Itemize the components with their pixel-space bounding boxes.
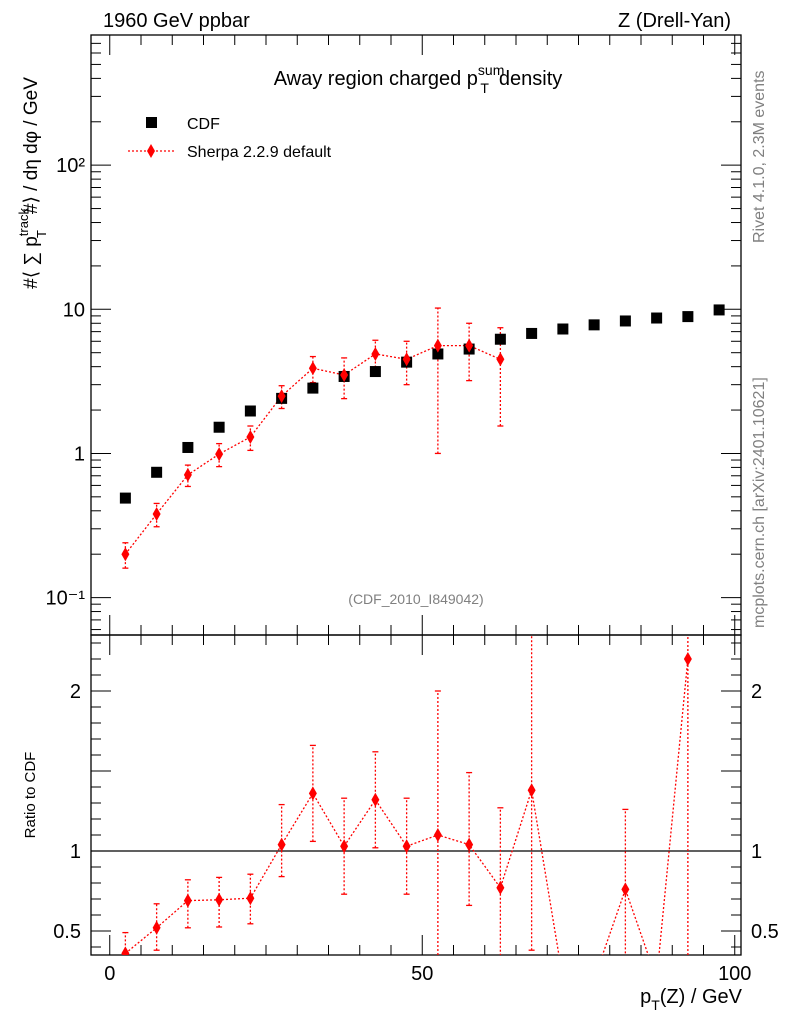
sherpa-point — [121, 547, 130, 562]
ratio-point — [465, 837, 474, 852]
main-y-tick-label: 1 — [74, 443, 85, 465]
ratio-point — [152, 920, 161, 935]
sherpa-point — [277, 389, 286, 404]
ratio-point — [527, 783, 536, 798]
reference-label: (CDF_2010_I849042) — [348, 591, 483, 607]
ratio-point — [402, 839, 411, 854]
x-tick-label: 0 — [104, 963, 115, 985]
sherpa-point — [308, 361, 317, 376]
process-label: Z (Drell-Yan) — [618, 10, 731, 32]
cdf-point — [713, 304, 725, 316]
ratio-point — [496, 880, 505, 895]
cdf-point — [682, 311, 694, 323]
sherpa-point — [402, 352, 411, 367]
ratio-y-tick-label: 0.5 — [53, 921, 81, 943]
cdf-point — [182, 441, 194, 453]
x-tick-label: 50 — [411, 963, 433, 985]
energy-label: 1960 GeV ppbar — [103, 10, 250, 32]
cdf-point — [213, 421, 225, 433]
ratio-point — [215, 892, 224, 907]
ratio-point — [621, 882, 630, 897]
main-y-axis-label: #⟨ ∑ ptrack T#⟩ / dη dφ / GeV — [16, 77, 49, 289]
ratio-point — [183, 893, 192, 908]
ratio-y-tick-label-right: 1 — [751, 841, 762, 863]
main-y-tick-label: 10 — [63, 299, 85, 321]
ratio-point — [308, 786, 317, 801]
sherpa-point — [496, 352, 505, 367]
cdf-point — [369, 366, 381, 378]
ratio-plot-frame — [90, 634, 742, 956]
legend-sherpa-label: Sherpa 2.2.9 default — [187, 144, 332, 161]
ratio-point — [121, 946, 130, 955]
main-y-tick-label: 10² — [56, 155, 85, 177]
source-label: mcplots.cern.ch [arXiv:2401.10621] — [751, 377, 768, 628]
ratio-line — [124, 658, 689, 955]
cdf-point — [151, 466, 163, 478]
cdf-point — [557, 323, 569, 335]
cdf-point — [119, 492, 131, 504]
ratio-point — [433, 828, 442, 842]
legend-cdf-marker — [146, 117, 157, 128]
cdf-point — [619, 315, 631, 327]
ratio-y-tick-label-right: 0.5 — [751, 921, 779, 943]
sherpa-point — [152, 507, 161, 522]
rivet-label: Rivet 4.1.0, 2.3M events — [751, 70, 768, 243]
ratio-y-tick-label: 1 — [70, 841, 81, 863]
legend-sherpa-marker — [147, 144, 155, 158]
cdf-point — [432, 348, 444, 360]
sherpa-point — [465, 338, 474, 353]
cdf-point — [244, 405, 256, 417]
cdf-point — [526, 327, 538, 339]
ratio-point — [340, 839, 349, 854]
ratio-point — [683, 652, 692, 666]
cdf-point — [588, 319, 600, 331]
sherpa-point — [371, 346, 380, 361]
ratio-point — [246, 891, 255, 906]
sherpa-point — [215, 447, 224, 462]
ratio-y-axis-label: Ratio to CDF — [22, 752, 39, 839]
ratio-data-series — [121, 635, 692, 955]
x-tick-label: 100 — [718, 963, 751, 985]
main-y-tick-label: 10⁻¹ — [46, 588, 86, 610]
sherpa-point — [340, 368, 349, 383]
cdf-point — [494, 333, 506, 345]
ratio-y-tick-label-right: 2 — [751, 681, 762, 703]
cdf-point — [307, 382, 319, 394]
ratio-clipped-group — [121, 635, 692, 955]
sherpa-point — [246, 430, 255, 445]
x-axis-label: pT(Z) / GeV — [640, 986, 743, 1013]
legend-cdf-label: CDF — [187, 116, 220, 133]
legend: CDF Sherpa 2.2.9 default — [128, 116, 332, 161]
sherpa-point — [433, 338, 442, 353]
cdf-point — [651, 312, 663, 324]
main-data-series — [119, 304, 725, 569]
ratio-point — [277, 837, 286, 852]
sherpa-point — [183, 467, 192, 482]
main-axis-ticks: 10⁻¹ 1 10 10² — [46, 34, 741, 635]
ratio-y-tick-label: 2 — [70, 681, 81, 703]
ratio-point — [371, 792, 380, 807]
